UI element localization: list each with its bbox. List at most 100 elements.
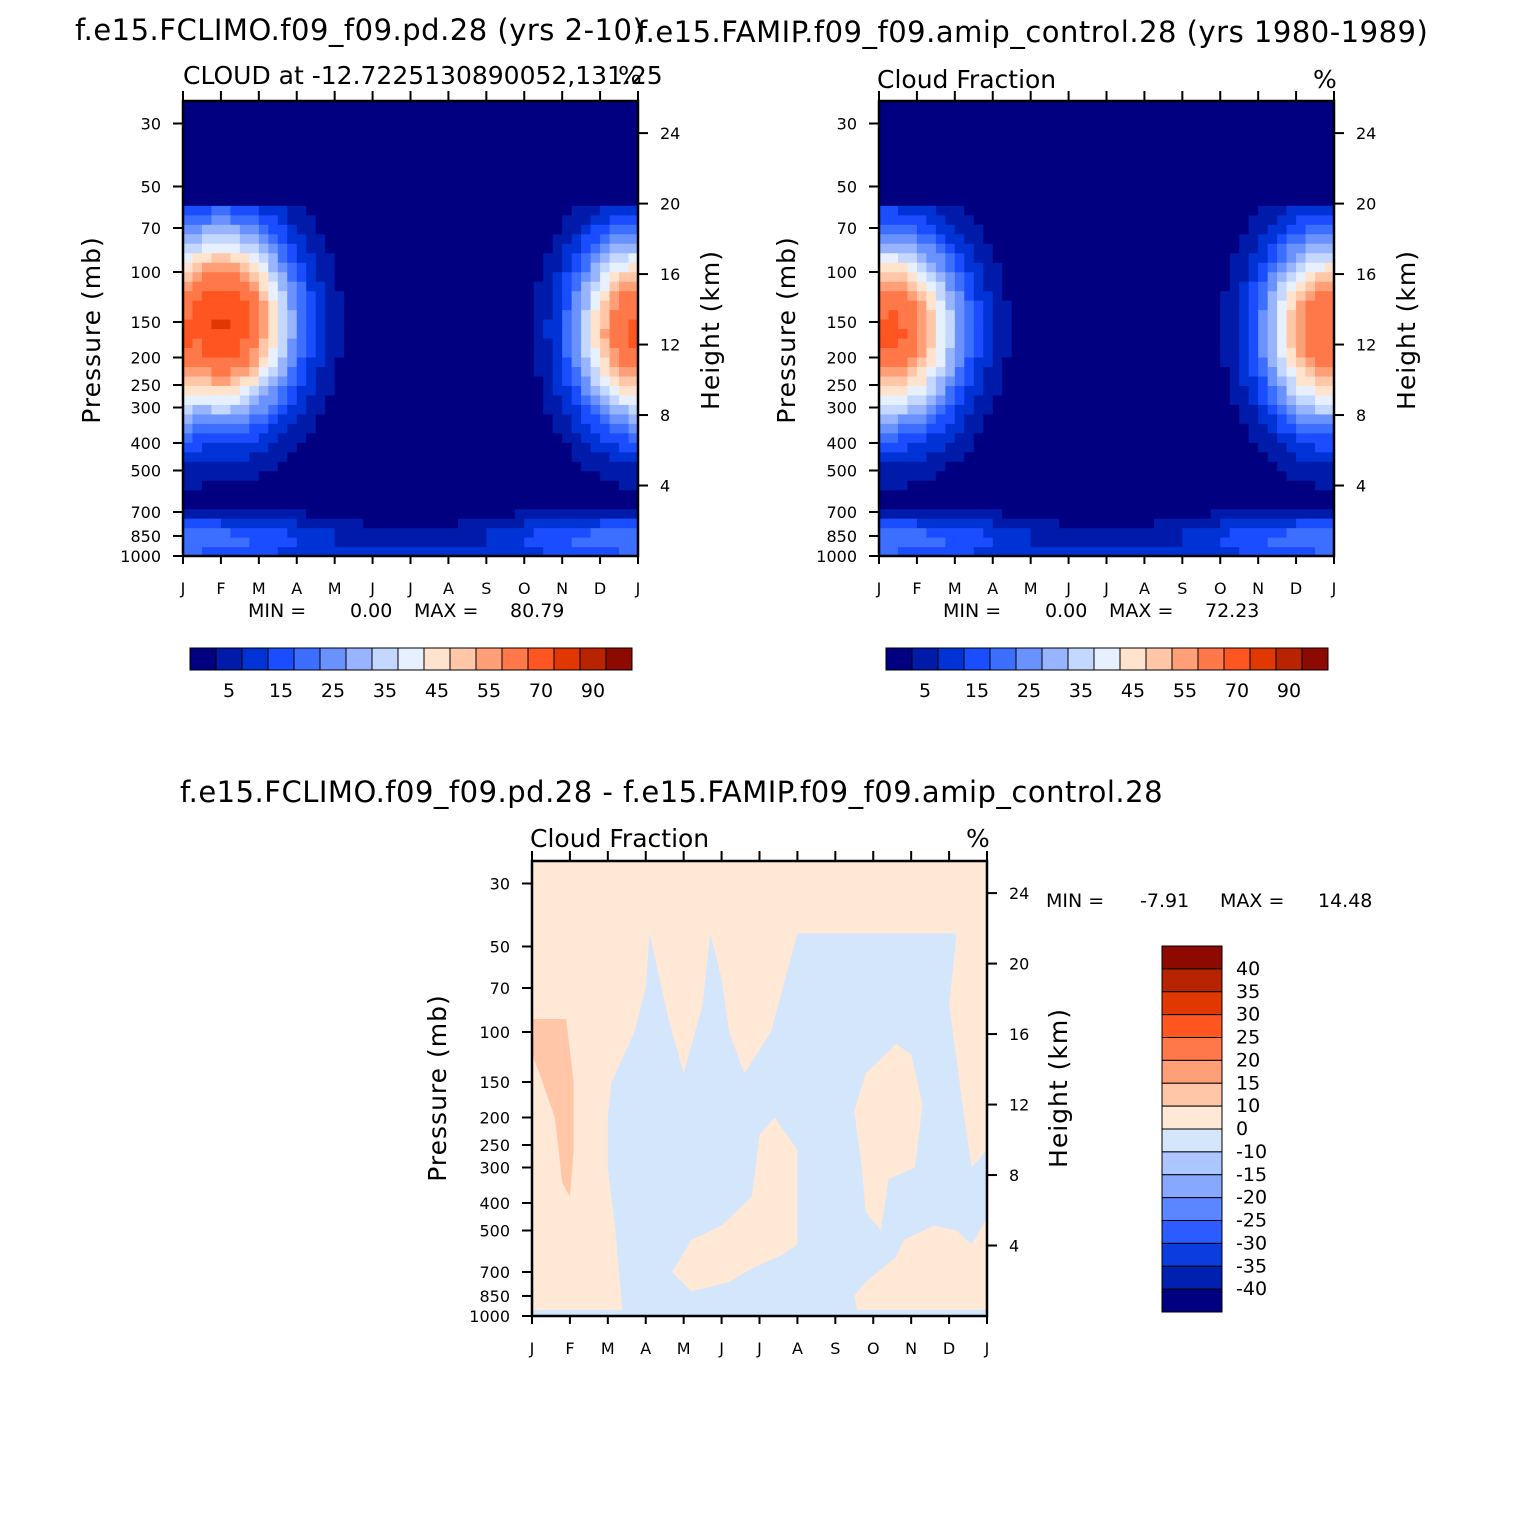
y2-tick-label: 12 <box>1356 336 1376 355</box>
contour-cell <box>486 432 497 443</box>
contour-cell <box>296 404 307 415</box>
contour-cell <box>1229 432 1240 443</box>
contour-cell <box>945 385 956 396</box>
contour-cell <box>1182 148 1193 159</box>
contour-cell <box>1011 413 1022 424</box>
contour-cell <box>600 300 611 311</box>
y-tick-label: 850 <box>826 527 857 546</box>
contour-cell <box>1172 442 1183 453</box>
contour-cell <box>401 233 412 244</box>
contour-cell <box>1115 119 1127 131</box>
contour-cell <box>448 385 459 396</box>
contour-cell <box>879 480 890 491</box>
contour-cell <box>1059 129 1070 140</box>
contour-cell <box>935 214 946 225</box>
contour-cell <box>249 461 260 472</box>
contour-cell <box>543 413 554 424</box>
colorbar-box <box>1015 647 1043 671</box>
contour-cell <box>1286 309 1297 320</box>
contour-cell <box>1144 252 1155 263</box>
contour-cell <box>1305 518 1316 529</box>
contour-cell <box>438 101 450 112</box>
contour-cell <box>1106 224 1117 235</box>
contour-cell <box>220 319 231 330</box>
contour-cell <box>1106 499 1117 510</box>
contour-cell <box>391 176 402 187</box>
contour-cell <box>448 537 459 548</box>
contour-cell <box>230 385 241 396</box>
contour-cell <box>897 157 909 168</box>
contour-cell <box>1191 499 1202 510</box>
contour-cell <box>1011 138 1022 149</box>
contour-cell <box>1011 148 1022 159</box>
contour-cell <box>1220 451 1231 462</box>
contour-cell <box>1106 413 1117 424</box>
contour-cell <box>533 138 544 149</box>
contour-cell <box>344 110 355 121</box>
contour-cell <box>1324 480 1335 491</box>
contour-cell <box>467 366 478 377</box>
contour-cell <box>211 413 222 424</box>
contour-cell <box>211 167 222 178</box>
contour-cell <box>609 480 620 491</box>
contour-cell <box>353 461 364 472</box>
contour-cell <box>325 356 336 368</box>
panel2-max-value: 72.23 <box>1205 600 1259 622</box>
contour-cell <box>964 470 975 481</box>
contour-cell <box>1011 394 1022 405</box>
contour-cell <box>935 480 946 491</box>
contour-cell <box>476 233 487 244</box>
contour-cell <box>183 328 194 339</box>
contour-cell <box>505 243 516 254</box>
contour-cell <box>1220 319 1231 330</box>
contour-cell <box>600 489 611 500</box>
contour-cell <box>220 499 231 510</box>
contour-cell <box>926 186 937 197</box>
contour-cell <box>495 148 506 159</box>
contour-cell <box>382 110 393 121</box>
contour-cell <box>973 300 984 311</box>
contour-cell <box>486 442 497 453</box>
contour-cell <box>964 309 975 320</box>
contour-cell <box>1068 233 1079 244</box>
contour-cell <box>1191 119 1202 131</box>
contour-cell <box>382 366 393 377</box>
contour-cell <box>277 148 288 159</box>
contour-cell <box>983 252 994 263</box>
contour-cell <box>1040 442 1051 453</box>
contour-cell <box>916 537 927 548</box>
contour-cell <box>1267 101 1278 112</box>
contour-cell <box>1324 252 1335 263</box>
contour-cell <box>363 224 374 235</box>
contour-cell <box>495 404 506 415</box>
contour-cell <box>277 328 288 339</box>
contour-cell <box>1125 328 1136 339</box>
contour-cell <box>1191 375 1202 386</box>
contour-cell <box>296 157 307 168</box>
contour-cell <box>1305 461 1316 472</box>
contour-cell <box>1201 195 1212 206</box>
contour-cell <box>916 176 927 187</box>
panel2-max-label: MAX = <box>1109 600 1173 622</box>
contour-cell <box>1163 157 1174 168</box>
contour-cell <box>401 119 412 131</box>
contour-cell <box>391 157 402 168</box>
contour-cell <box>879 546 890 557</box>
contour-cell <box>964 337 975 349</box>
contour-cell <box>1296 499 1307 510</box>
contour-cell <box>201 413 213 424</box>
contour-cell <box>1144 119 1155 131</box>
contour-cell <box>1097 404 1108 415</box>
contour-cell <box>467 356 478 368</box>
colorbar-box <box>1161 1265 1223 1290</box>
contour-cell <box>505 508 516 519</box>
contour-cell <box>211 508 222 519</box>
contour-cell <box>1172 119 1183 131</box>
contour-cell <box>1248 404 1259 415</box>
contour-cell <box>1087 186 1098 197</box>
contour-cell <box>1296 537 1307 548</box>
contour-cell <box>192 451 203 462</box>
contour-cell <box>220 148 231 159</box>
contour-cell <box>1087 451 1098 462</box>
contour-cell <box>945 148 956 159</box>
